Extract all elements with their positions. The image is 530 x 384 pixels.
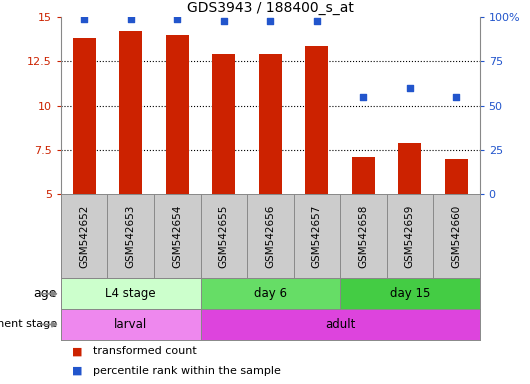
Bar [212,55,235,194]
Point [266,18,275,24]
Text: GSM542655: GSM542655 [219,204,229,268]
Point [173,16,181,22]
Text: GSM542652: GSM542652 [79,204,89,268]
Text: GSM542653: GSM542653 [126,204,136,268]
Text: development stage: development stage [0,319,57,329]
Bar [340,278,480,309]
Text: day 15: day 15 [390,287,430,300]
Text: percentile rank within the sample: percentile rank within the sample [93,366,280,376]
Bar [119,31,143,194]
Bar [352,157,375,194]
Bar [398,143,421,194]
Bar [305,46,329,194]
Text: GSM542654: GSM542654 [172,204,182,268]
Bar [259,55,282,194]
Text: transformed count: transformed count [93,346,197,356]
Point [127,16,135,22]
Point [405,85,414,91]
Bar [200,309,480,340]
Text: GSM542656: GSM542656 [266,204,275,268]
Bar [166,35,189,194]
Bar [73,38,96,194]
Text: larval: larval [114,318,147,331]
Point [313,18,321,24]
Text: adult: adult [325,318,355,331]
Text: GSM542659: GSM542659 [405,204,415,268]
Text: day 6: day 6 [254,287,287,300]
Text: GSM542660: GSM542660 [452,205,462,268]
Text: age: age [33,287,57,300]
Point [219,18,228,24]
Point [359,94,368,100]
Bar [445,159,468,194]
Title: GDS3943 / 188400_s_at: GDS3943 / 188400_s_at [187,1,354,15]
Point [452,94,461,100]
Text: GSM542658: GSM542658 [358,204,368,268]
Bar [61,278,200,309]
Bar [200,278,340,309]
Text: L4 stage: L4 stage [105,287,156,300]
Point [80,16,89,22]
Text: GSM542657: GSM542657 [312,204,322,268]
Bar [61,309,200,340]
Text: ■: ■ [72,366,82,376]
Text: ■: ■ [72,346,82,356]
